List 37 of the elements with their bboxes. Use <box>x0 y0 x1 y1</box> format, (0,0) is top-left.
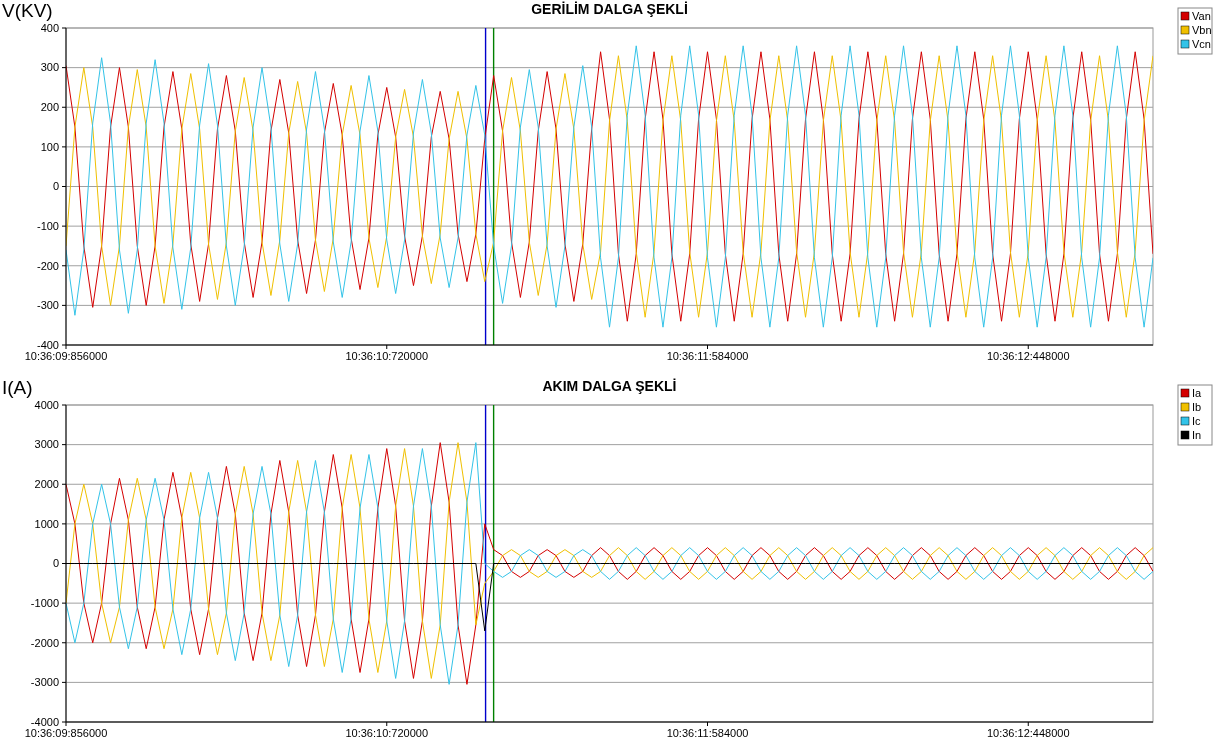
x-tick-label: 10:36:12:448000 <box>986 350 1070 362</box>
y-tick-label: 1000 <box>34 517 59 530</box>
y-axis-title: I(A) <box>2 377 33 398</box>
x-tick-label: 10:36:11:584000 <box>666 727 749 739</box>
y-tick-label: 3000 <box>34 438 59 451</box>
x-tick-label: 10:36:12:448000 <box>986 727 1070 739</box>
legend-label: Ib <box>1192 401 1202 413</box>
y-tick-label: 200 <box>40 101 59 114</box>
y-tick-label: -1000 <box>30 596 59 609</box>
y-tick-label: 0 <box>52 557 59 570</box>
y-axis-title: V(KV) <box>2 0 53 21</box>
y-tick-label: 2000 <box>34 478 59 491</box>
y-tick-label: 0 <box>52 180 59 193</box>
y-tick-label: -100 <box>36 219 59 232</box>
legend-label: Ia <box>1192 387 1203 399</box>
legend-label: Ic <box>1192 415 1202 427</box>
legend-label: In <box>1192 429 1202 441</box>
x-tick-label: 10:36:10:720000 <box>345 350 429 362</box>
y-tick-label: 300 <box>40 61 59 74</box>
y-tick-label: -4000 <box>30 715 59 728</box>
chart-title: GERİLİM DALGA ŞEKLİ <box>531 1 688 17</box>
y-tick-label: 100 <box>40 140 59 153</box>
y-tick-label: -400 <box>36 338 59 351</box>
y-tick-label: -200 <box>36 259 59 272</box>
chart-title: AKIM DALGA ŞEKLİ <box>542 378 677 394</box>
x-tick-label: 10:36:09:856000 <box>24 350 108 362</box>
y-tick-label: -2000 <box>30 636 59 649</box>
legend-label: Vcn <box>1192 38 1211 50</box>
y-tick-label: 4000 <box>34 398 59 411</box>
y-tick-label: 400 <box>40 21 59 34</box>
legend-label: Van <box>1192 10 1211 22</box>
y-tick-label: -300 <box>36 299 59 312</box>
legend-label: Vbn <box>1192 24 1212 36</box>
x-tick-label: 10:36:11:584000 <box>666 350 749 362</box>
x-tick-label: 10:36:09:856000 <box>24 727 108 739</box>
y-tick-label: -3000 <box>30 676 59 689</box>
x-tick-label: 10:36:10:720000 <box>345 727 429 739</box>
